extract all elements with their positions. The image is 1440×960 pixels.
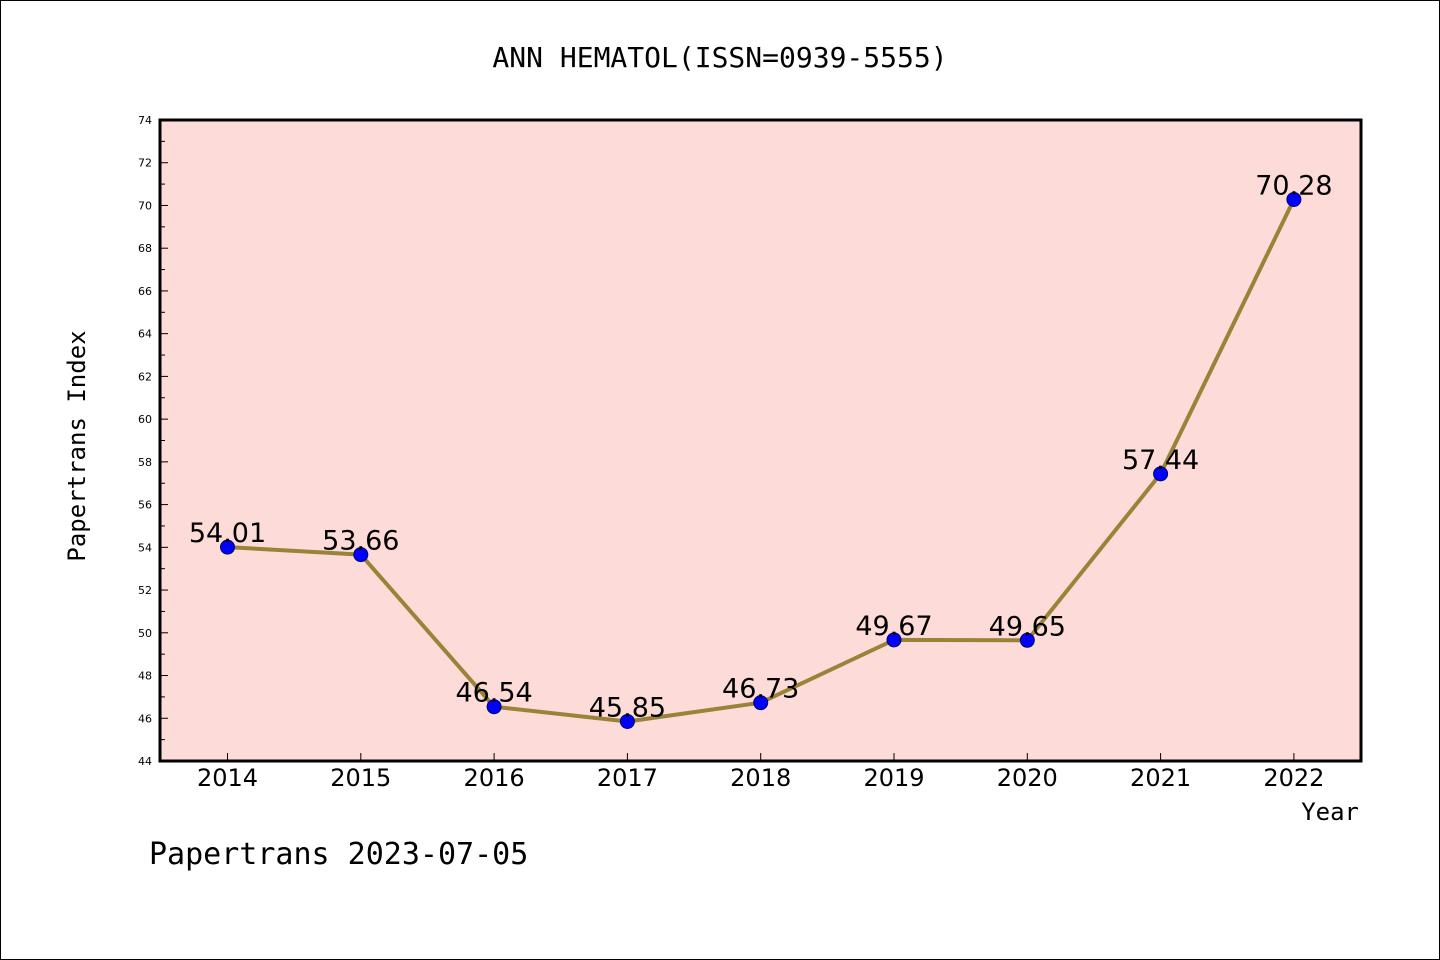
data-label: 46.73 xyxy=(722,674,799,705)
y-tick-label: 58 xyxy=(138,456,152,469)
y-tick-label: 74 xyxy=(138,114,152,127)
y-tick-label: 66 xyxy=(138,285,152,298)
data-label: 45.85 xyxy=(589,692,666,723)
data-label: 70.28 xyxy=(1255,170,1332,201)
x-tick-label: 2021 xyxy=(1130,764,1191,792)
footer-credit: Papertrans 2023-07-05 xyxy=(149,837,528,872)
data-point xyxy=(1153,466,1169,482)
x-tick-label: 2018 xyxy=(730,764,791,792)
x-tick-label: 2022 xyxy=(1263,764,1324,792)
data-label: 46.54 xyxy=(455,678,532,709)
data-point xyxy=(220,539,235,555)
y-tick-label: 64 xyxy=(138,328,152,341)
x-tick-label: 2016 xyxy=(464,764,525,792)
data-point xyxy=(1019,632,1035,648)
y-tick-label: 50 xyxy=(138,627,152,640)
y-axis-title: Papertrans Index xyxy=(63,330,91,561)
y-tick-label: 48 xyxy=(138,670,152,683)
data-labels: 54.01 53.66 46.54 45.85 46.73 49.67 49.65 57.44… xyxy=(189,170,1333,723)
data-point xyxy=(353,547,369,563)
data-label: 57.44 xyxy=(1122,445,1199,476)
x-axis: 2014 2015 2016 2017 2018 2019 2020 2021 2022 xyxy=(197,753,1324,792)
y-tick-label: 72 xyxy=(138,157,152,170)
data-label: 53.66 xyxy=(322,526,399,557)
x-tick-label: 2014 xyxy=(197,764,258,792)
x-tick-label: 2015 xyxy=(330,764,391,792)
data-point xyxy=(619,713,635,729)
y-tick-label: 56 xyxy=(138,499,152,512)
x-tick-label: 2020 xyxy=(997,764,1058,792)
y-tick-label: 54 xyxy=(138,541,152,554)
data-point xyxy=(753,695,769,711)
data-point xyxy=(886,632,902,648)
x-tick-label: 2019 xyxy=(863,764,924,792)
plot-area xyxy=(158,118,1363,763)
y-tick-label: 52 xyxy=(138,584,152,597)
y-tick-label: 46 xyxy=(138,712,152,725)
x-axis-title: Year xyxy=(1301,798,1359,826)
chart-title: ANN HEMATOL(ISSN=0939-5555) xyxy=(492,41,947,74)
y-tick-label: 70 xyxy=(138,199,152,212)
data-label: 54.01 xyxy=(189,518,266,549)
y-tick-label: 60 xyxy=(138,413,152,426)
data-point xyxy=(486,699,502,715)
series-group xyxy=(220,191,1302,729)
data-label: 49.65 xyxy=(989,611,1066,642)
y-axis: 44 46 48 50 52 54 56 58 60 62 64 66 68 70 72 74 xyxy=(138,114,168,768)
y-tick-label: 62 xyxy=(138,370,152,383)
x-tick-label: 2017 xyxy=(597,764,658,792)
y-tick-label: 68 xyxy=(138,242,152,255)
data-point xyxy=(1286,191,1302,207)
data-label: 49.67 xyxy=(855,611,932,642)
y-tick-label: 44 xyxy=(138,755,152,768)
